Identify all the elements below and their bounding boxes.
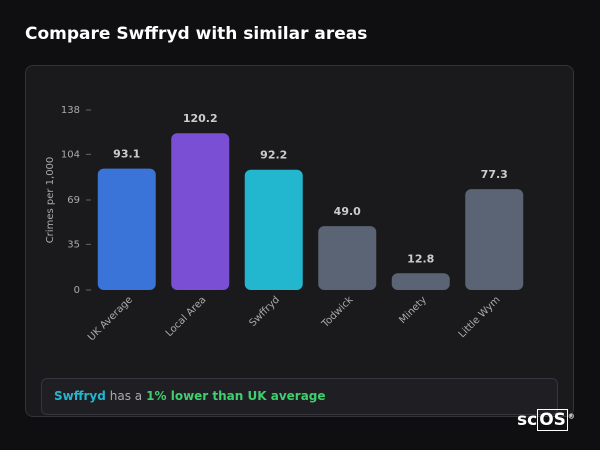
comparison: 1% lower than UK average <box>146 389 326 403</box>
value-label: 93.1 <box>113 148 140 161</box>
logo-prefix: sc <box>517 410 538 430</box>
y-tick-label: 69 <box>67 195 80 206</box>
x-tick-label: Minety <box>397 294 429 326</box>
value-label: 12.8 <box>407 252 434 265</box>
y-tick-label: 138 <box>61 105 80 116</box>
y-tick-label: 35 <box>67 239 80 250</box>
y-axis-label: Crimes per 1,000 <box>45 157 56 244</box>
value-label: 92.2 <box>260 149 287 162</box>
x-tick-label: UK Average <box>86 294 135 343</box>
y-tick-label: 104 <box>61 149 80 160</box>
bar <box>391 273 450 290</box>
value-label: 77.3 <box>481 168 508 181</box>
x-tick-label: Little Wym <box>457 294 503 340</box>
logo: sc OS ® <box>517 409 575 431</box>
x-tick-label: Todwick <box>319 294 355 330</box>
bar <box>318 226 377 290</box>
value-label: 49.0 <box>334 205 361 218</box>
logo-boxed: OS <box>537 409 568 431</box>
bar <box>171 133 230 290</box>
bar <box>465 189 524 290</box>
logo-mark: ® <box>567 412 575 421</box>
summary-text: has a <box>109 389 143 403</box>
y-tick-label: 0 <box>74 285 80 296</box>
page-title: Compare Swffryd with similar areas <box>25 24 368 44</box>
area-name: Swffryd <box>54 389 106 403</box>
value-label: 120.2 <box>183 112 218 125</box>
bar <box>97 168 156 290</box>
x-tick-label: Swffryd <box>247 294 282 329</box>
summary: Swffryd has a 1% lower than UK average <box>41 378 558 415</box>
x-tick-label: Local Area <box>164 294 209 339</box>
bar <box>244 169 303 290</box>
